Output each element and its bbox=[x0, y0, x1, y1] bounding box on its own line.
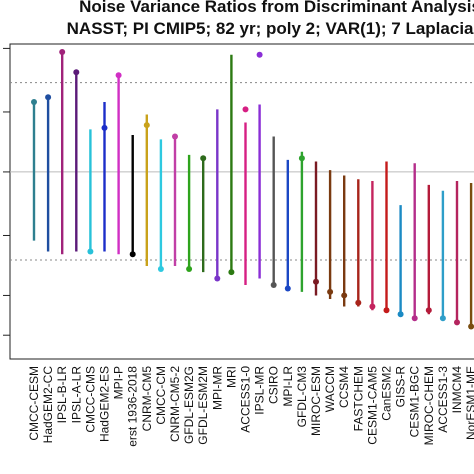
x-tick-label-2: IPSL-B-LR bbox=[55, 366, 69, 424]
x-tick-label-9: CMCC-CM bbox=[154, 366, 168, 425]
x-tick-label-29: ACCESS1-3 bbox=[436, 366, 450, 433]
x-tick-label-1: HadGEM2-CC bbox=[41, 366, 55, 444]
data-point-9 bbox=[157, 265, 164, 272]
x-tick-label-15: ACCESS1-0 bbox=[239, 366, 253, 433]
x-tick-label-26: GISS-R bbox=[394, 366, 408, 408]
x-tick-label-30: INMCM4 bbox=[450, 366, 464, 414]
data-point-26 bbox=[397, 311, 404, 318]
x-tick-label-13: MPI-MR bbox=[210, 366, 224, 410]
x-tick-label-10: CNRM-CM5-2 bbox=[168, 366, 182, 442]
data-point-20 bbox=[313, 278, 319, 285]
data-point-14 bbox=[228, 269, 235, 276]
data-point-18 bbox=[284, 285, 291, 292]
data-point-19 bbox=[298, 155, 305, 162]
data-point-29 bbox=[439, 315, 446, 322]
series-stems bbox=[31, 49, 474, 330]
x-tick-label-12: GFDL-ESM2M bbox=[196, 366, 210, 445]
data-point-1 bbox=[45, 94, 52, 101]
x-tick-label-19: GFDL-CM3 bbox=[295, 366, 309, 428]
data-point-30 bbox=[454, 319, 460, 326]
x-tick-label-18: MPI-LR bbox=[281, 366, 295, 407]
data-point-25 bbox=[383, 307, 390, 314]
data-point-6 bbox=[115, 72, 122, 79]
x-tick-label-21: WACCM bbox=[323, 366, 337, 412]
x-tick-label-6: MPI-P bbox=[112, 366, 126, 399]
x-tick-label-5: HadGEM2-ES bbox=[98, 366, 112, 442]
x-tick-label-11: GFDL-ESM2G bbox=[182, 366, 196, 444]
x-tick-label-25: CanESM2 bbox=[380, 366, 394, 421]
data-point-15 bbox=[242, 106, 249, 113]
data-point-2 bbox=[59, 49, 66, 56]
x-tick-label-27: CESM1-BGC bbox=[408, 366, 422, 438]
data-point-13 bbox=[214, 275, 221, 282]
x-tick-label-20: MIROC-ESM bbox=[309, 366, 323, 436]
data-point-24 bbox=[369, 303, 376, 310]
data-point-17 bbox=[270, 282, 277, 289]
x-tick-label-24: CESM1-CAM5 bbox=[365, 366, 379, 445]
data-point-12 bbox=[200, 155, 207, 162]
x-tick-label-8: CNRM-CM5 bbox=[140, 366, 154, 432]
x-tick-label-14: MRI bbox=[224, 366, 238, 388]
data-point-5 bbox=[101, 124, 108, 131]
data-point-0 bbox=[31, 99, 37, 106]
data-point-27 bbox=[411, 315, 418, 322]
data-point-4 bbox=[87, 248, 94, 255]
data-point-28 bbox=[425, 307, 432, 314]
x-tick-label-16: IPSL-MR bbox=[253, 366, 267, 415]
data-point-22 bbox=[341, 292, 348, 299]
chart-title: Noise Variance Ratios from Discriminant … bbox=[79, 0, 474, 16]
x-tick-label-22: CCSM4 bbox=[337, 366, 351, 408]
data-point-11 bbox=[186, 265, 193, 272]
x-tick-labels: CMCC-CESM HadGEM2-CC IPSL-B-LR IPSL-A-LR CMC… bbox=[27, 366, 474, 447]
data-point-16 bbox=[256, 51, 263, 58]
x-tick-label-3: IPSL-A-LR bbox=[69, 366, 83, 424]
y-axis-ticks bbox=[3, 47, 10, 336]
data-point-21 bbox=[327, 288, 334, 295]
data-point-10 bbox=[172, 133, 178, 140]
x-tick-label-17: CSIRO bbox=[267, 366, 281, 404]
x-tick-label-31: NorESM1-ME bbox=[464, 366, 474, 440]
chart-subtitle: NASST; PI CMIP5; 82 yr; poly 2; VAR(1); … bbox=[66, 19, 474, 38]
x-tick-label-0: CMCC-CESM bbox=[27, 366, 41, 441]
reference-lines bbox=[10, 82, 474, 261]
plot-frame bbox=[9, 43, 474, 360]
x-tick-label-7: erst 1936-2018 bbox=[126, 366, 140, 447]
data-point-8 bbox=[143, 122, 150, 129]
x-tick-label-23: FASTCHEM bbox=[351, 366, 365, 431]
data-point-7 bbox=[129, 251, 136, 258]
x-tick-label-4: CMCC-CMS bbox=[83, 366, 97, 433]
x-tick-label-28: MIROC-CHEM bbox=[422, 366, 436, 445]
data-point-23 bbox=[355, 299, 362, 306]
data-point-3 bbox=[73, 69, 80, 76]
data-point-31 bbox=[468, 323, 474, 330]
